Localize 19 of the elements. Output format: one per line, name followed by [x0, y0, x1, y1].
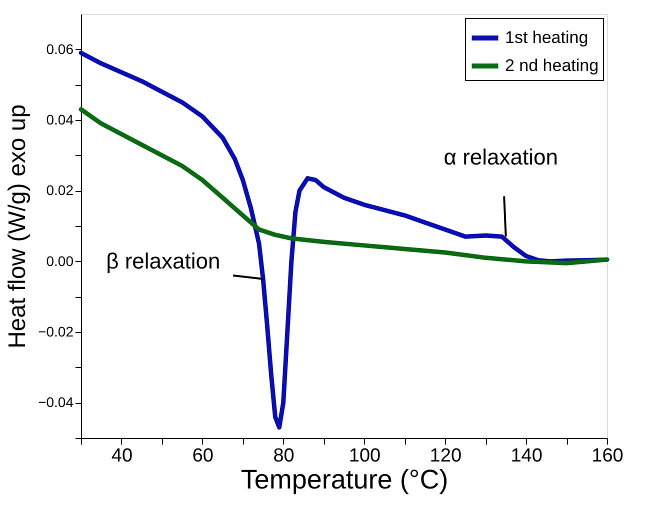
- y-tick-label: −0.04: [38, 394, 74, 410]
- x-tick-label: 160: [592, 446, 624, 466]
- x-axis-title: Temperature (°C): [240, 464, 448, 494]
- y-tick-label: 0.04: [46, 112, 74, 128]
- annotation: α relaxation: [444, 144, 558, 170]
- x-tick-label: 80: [273, 446, 294, 466]
- annotation: β relaxation: [106, 248, 220, 274]
- x-tick-label: 40: [111, 446, 133, 466]
- legend-label: 2 nd heating: [505, 56, 599, 75]
- y-axis-title: Heat flow (W/g) exo up: [4, 104, 32, 349]
- legend-label: 1st heating: [505, 28, 588, 47]
- y-tick-label: 0.00: [46, 252, 74, 269]
- y-tick-label: 0.02: [46, 182, 74, 198]
- x-tick-label: 120: [430, 446, 462, 466]
- y-tick-label: 0.06: [46, 40, 74, 57]
- y-tick-label: −0.02: [38, 324, 74, 340]
- x-tick-label: 60: [192, 446, 214, 466]
- x-tick-label: 140: [510, 446, 542, 466]
- x-tick-label: 100: [348, 446, 381, 466]
